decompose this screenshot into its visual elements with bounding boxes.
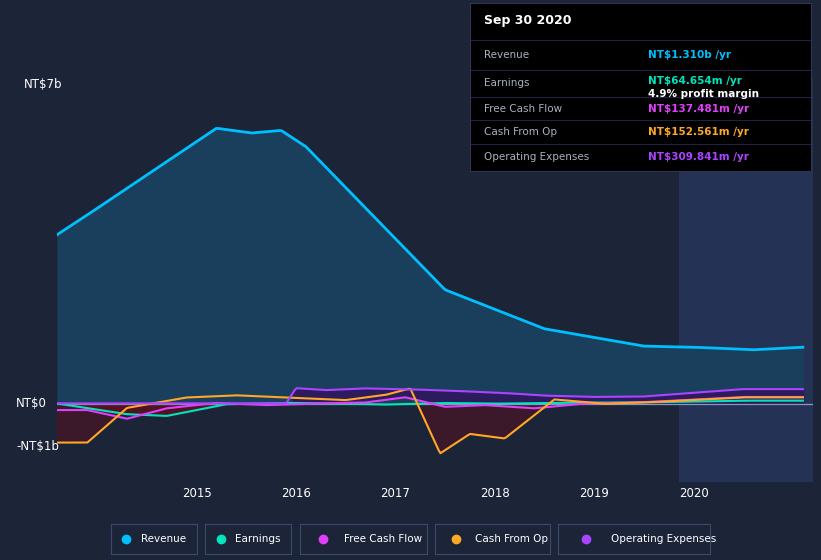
Text: NT$1.310b /yr: NT$1.310b /yr bbox=[648, 50, 731, 60]
Bar bbox=[679, 78, 813, 482]
Text: 4.9% profit margin: 4.9% profit margin bbox=[648, 88, 759, 99]
Text: Cash From Op: Cash From Op bbox=[475, 534, 548, 544]
Text: Earnings: Earnings bbox=[236, 534, 281, 544]
Text: Cash From Op: Cash From Op bbox=[484, 127, 557, 137]
Text: Revenue: Revenue bbox=[141, 534, 186, 544]
Text: Operating Expenses: Operating Expenses bbox=[484, 152, 589, 162]
Text: NT$7b: NT$7b bbox=[24, 78, 62, 91]
Text: NT$137.481m /yr: NT$137.481m /yr bbox=[648, 104, 749, 114]
Text: -NT$1b: -NT$1b bbox=[16, 440, 59, 454]
Text: Earnings: Earnings bbox=[484, 78, 530, 88]
Text: Sep 30 2020: Sep 30 2020 bbox=[484, 14, 571, 27]
Text: NT$152.561m /yr: NT$152.561m /yr bbox=[648, 127, 749, 137]
Text: NT$0: NT$0 bbox=[16, 397, 47, 410]
Text: NT$64.654m /yr: NT$64.654m /yr bbox=[648, 76, 741, 86]
Text: NT$309.841m /yr: NT$309.841m /yr bbox=[648, 152, 749, 162]
Text: Revenue: Revenue bbox=[484, 50, 530, 60]
Text: Operating Expenses: Operating Expenses bbox=[612, 534, 717, 544]
Text: Free Cash Flow: Free Cash Flow bbox=[344, 534, 422, 544]
Text: Free Cash Flow: Free Cash Flow bbox=[484, 104, 562, 114]
